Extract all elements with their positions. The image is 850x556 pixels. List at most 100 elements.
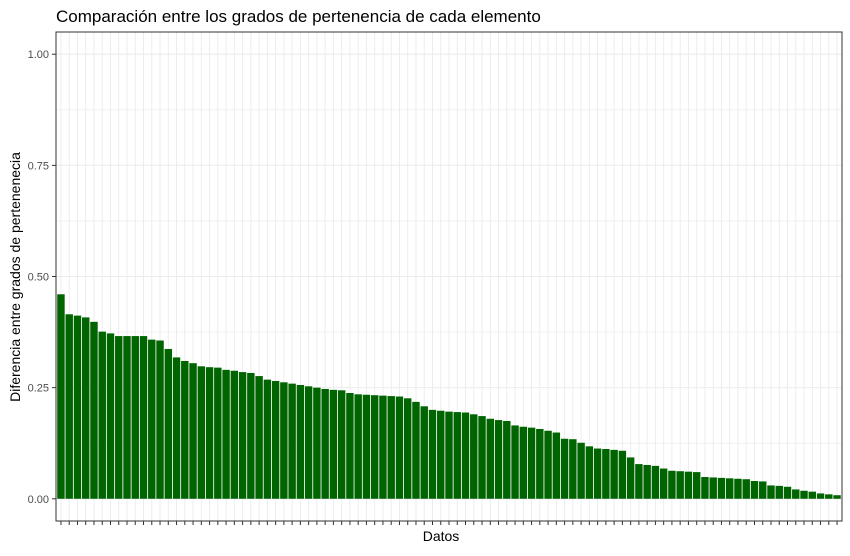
bar	[98, 331, 106, 499]
bar	[470, 414, 478, 499]
bar	[717, 477, 726, 499]
bar	[115, 336, 123, 499]
bar	[197, 366, 206, 499]
bar	[82, 317, 90, 499]
bar	[626, 457, 635, 499]
bar	[189, 363, 197, 499]
y-tick-label: 0.75	[28, 160, 49, 172]
bar	[164, 348, 173, 499]
bar	[494, 420, 503, 499]
bars-layer	[57, 294, 841, 499]
bar	[552, 432, 561, 499]
bar	[354, 394, 362, 499]
bar	[205, 367, 214, 499]
bar	[767, 485, 775, 499]
bar	[593, 448, 602, 499]
bar	[544, 430, 552, 499]
bar	[833, 495, 841, 499]
bar	[172, 357, 181, 499]
bar	[486, 418, 494, 499]
bar	[247, 372, 255, 499]
bar	[255, 376, 263, 499]
bar	[519, 426, 528, 499]
bar	[337, 390, 346, 499]
bar	[329, 389, 338, 499]
y-axis-title: Diferencia entre grados de pertenenecia	[7, 152, 23, 402]
bar	[379, 395, 387, 499]
bar	[362, 394, 371, 499]
bar	[684, 471, 693, 499]
bar	[106, 333, 115, 499]
bar	[701, 476, 709, 499]
bar	[313, 387, 321, 499]
bar	[321, 388, 329, 499]
bar	[709, 477, 717, 499]
bar	[668, 470, 676, 499]
bar	[73, 315, 82, 499]
bar	[750, 480, 759, 499]
bar	[222, 369, 230, 499]
bar	[792, 489, 800, 499]
bar	[511, 425, 519, 499]
bar	[90, 321, 98, 499]
bar	[618, 450, 627, 499]
axis-layer: 0.00 0.25 0.50 0.75 1.00	[28, 49, 838, 525]
bar	[734, 478, 742, 499]
bar	[692, 472, 701, 499]
bar	[230, 370, 239, 499]
bar	[453, 412, 461, 499]
bar	[304, 386, 313, 499]
chart-title: Comparación entre los grados de pertenen…	[56, 7, 541, 26]
bar	[181, 360, 189, 499]
y-tick-label: 0.25	[28, 383, 49, 395]
bar	[816, 493, 825, 499]
bar	[65, 314, 73, 499]
bar	[148, 339, 156, 499]
y-tick-label: 0.00	[28, 494, 49, 506]
bar	[428, 409, 437, 499]
bar	[123, 336, 131, 499]
bar	[569, 439, 577, 499]
bar	[420, 406, 428, 499]
bar	[461, 412, 470, 499]
bar	[527, 427, 536, 499]
bar	[412, 401, 420, 499]
bar	[808, 491, 816, 499]
bar	[759, 481, 767, 499]
bar	[742, 479, 750, 499]
bar	[536, 428, 544, 499]
bar	[585, 446, 594, 499]
bar	[280, 382, 288, 499]
bar	[263, 379, 272, 499]
bar	[346, 392, 354, 499]
bar	[156, 340, 164, 499]
bar	[57, 294, 65, 499]
bar	[139, 336, 148, 499]
bar	[395, 396, 404, 499]
bar	[800, 490, 808, 499]
bar	[610, 449, 618, 499]
bar	[651, 465, 660, 499]
bar	[643, 464, 651, 499]
bar	[288, 383, 296, 499]
bar	[437, 410, 445, 499]
bar	[131, 336, 139, 499]
bar	[238, 372, 247, 499]
bar	[560, 438, 569, 499]
bar	[775, 485, 783, 499]
y-tick-label: 0.50	[28, 272, 49, 284]
bar	[387, 396, 395, 499]
bar	[478, 416, 486, 499]
bar	[503, 420, 511, 499]
bar	[725, 478, 734, 499]
bar	[676, 471, 684, 499]
bar	[659, 468, 668, 499]
bar	[602, 448, 610, 499]
bar	[271, 380, 280, 499]
bar	[296, 384, 305, 499]
bar	[577, 442, 585, 499]
x-axis-title: Datos	[423, 528, 460, 544]
bar	[404, 398, 412, 499]
